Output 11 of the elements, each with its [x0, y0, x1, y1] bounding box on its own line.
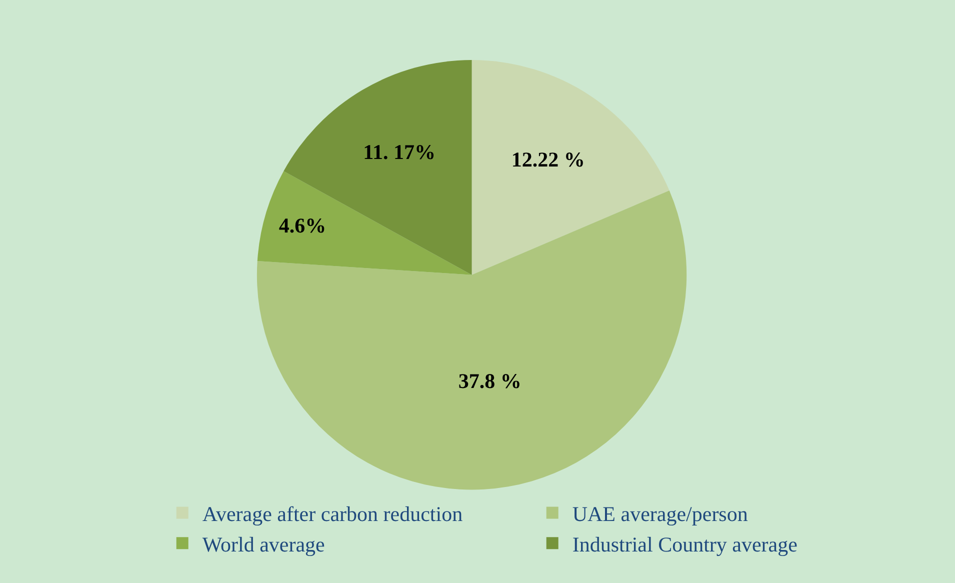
legend-label: World average: [202, 532, 325, 556]
pie-slice: [472, 60, 670, 275]
pie-slice: [257, 190, 687, 490]
legend-label: Average after carbon reduction: [202, 502, 464, 526]
data-label: 12.22 %: [511, 147, 585, 172]
legend-label: UAE average/person: [572, 502, 748, 526]
data-label: 11. 17%: [363, 140, 436, 164]
data-label: 37.8 %: [458, 368, 522, 393]
pie-slice: [257, 171, 472, 275]
legend-label: Industrial Country average: [572, 532, 798, 556]
data-label: 4.6%: [278, 213, 326, 238]
